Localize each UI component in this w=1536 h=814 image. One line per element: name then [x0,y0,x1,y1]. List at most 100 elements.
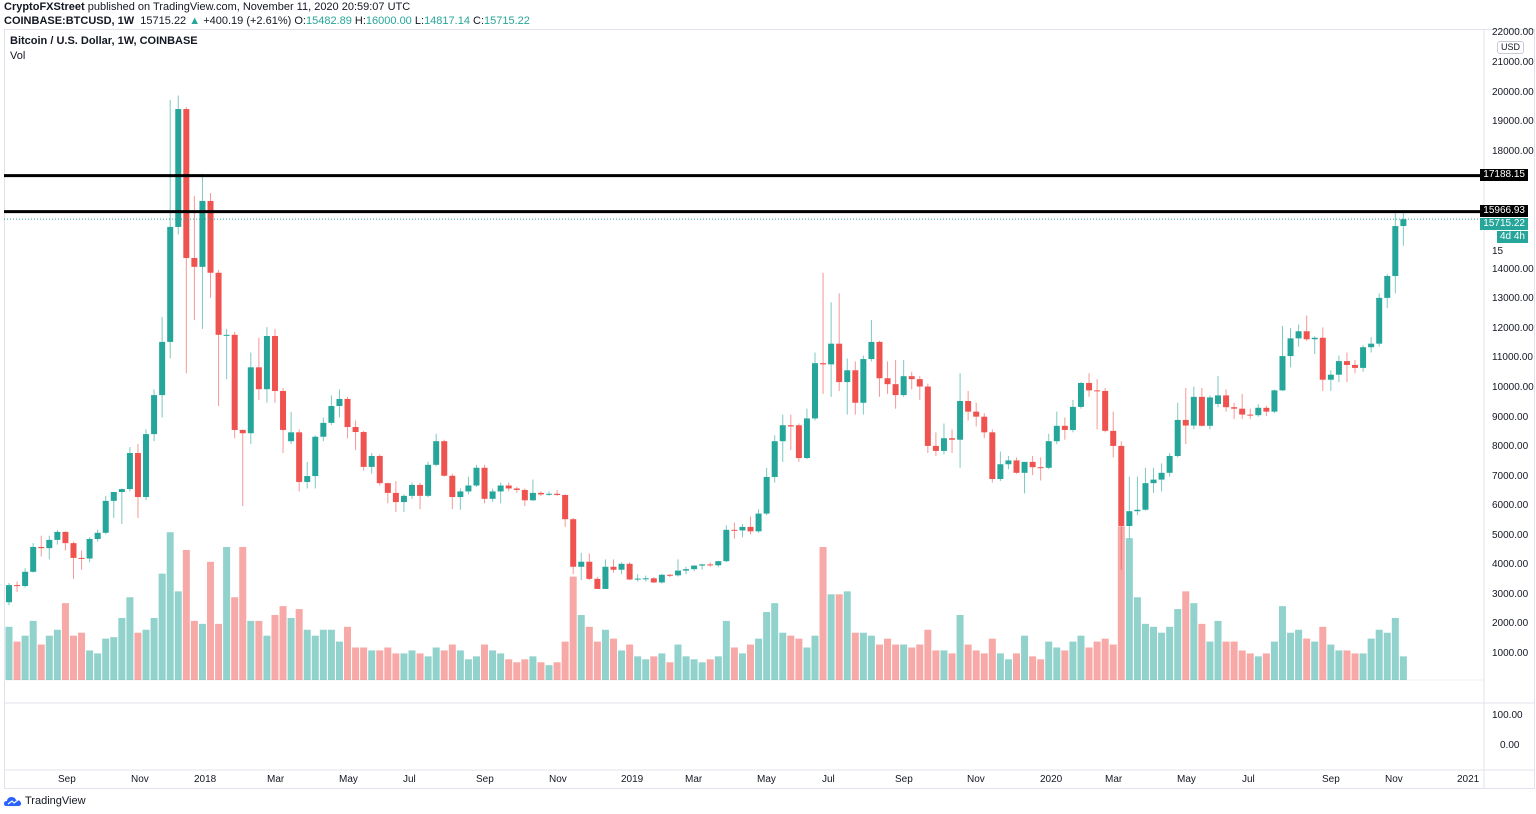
candle-down[interactable] [78,557,85,559]
candle-down[interactable] [1013,460,1020,473]
candle-up[interactable] [320,422,327,437]
candle-down[interactable] [852,370,859,403]
candle-down[interactable] [352,427,359,433]
candle-up[interactable] [22,571,29,586]
candle-up[interactable] [1368,343,1375,348]
candle-up[interactable] [473,467,480,486]
candle-up[interactable] [489,491,496,499]
candle-down[interactable] [1029,461,1036,468]
candle-up[interactable] [1166,455,1173,473]
candle-up[interactable] [1376,297,1383,344]
candle-down[interactable] [949,438,956,440]
candle-up[interactable] [336,398,343,407]
candle-down[interactable] [973,411,980,417]
candle-up[interactable] [118,489,125,493]
candle-down[interactable] [876,341,883,379]
candle-down[interactable] [1263,407,1270,412]
candle-down[interactable] [1198,396,1205,426]
candle-down[interactable] [787,425,794,427]
candle-up[interactable] [1327,374,1334,380]
candle-down[interactable] [747,526,754,532]
candle-up[interactable] [755,513,762,532]
candle-up[interactable] [223,334,230,336]
candle-down[interactable] [1118,445,1125,526]
candle-down[interactable] [1223,395,1230,408]
candle-down[interactable] [481,467,488,499]
candle-up[interactable] [54,531,61,540]
candle-down[interactable] [271,335,278,391]
candle-down[interactable] [62,531,69,544]
candle-up[interactable] [957,401,964,440]
candle-down[interactable] [666,574,673,576]
candle-down[interactable] [392,492,399,503]
candle-up[interactable] [143,434,150,498]
candle-up[interactable] [288,432,295,442]
candle-up[interactable] [683,569,690,571]
candle-down[interactable] [521,489,528,501]
candle-up[interactable] [1271,390,1278,412]
candle-up[interactable] [940,438,947,451]
candle-up[interactable] [1045,441,1052,468]
candle-up[interactable] [110,492,117,501]
candle-down[interactable] [650,578,657,583]
candle-up[interactable] [304,476,311,482]
candle-up[interactable] [425,464,432,496]
candle-up[interactable] [1279,356,1286,391]
candle-down[interactable] [376,455,383,484]
candle-up[interactable] [86,539,93,559]
candle-down[interactable] [449,475,456,498]
candle-down[interactable] [707,564,714,566]
candle-up[interactable] [1384,276,1391,298]
candle-down[interactable] [731,529,738,531]
candle-up[interactable] [860,359,867,403]
candle-up[interactable] [400,495,407,503]
candle-up[interactable] [618,563,625,570]
candle-down[interactable] [795,425,802,459]
candle-up[interactable] [1392,226,1399,277]
candle-up[interactable] [6,585,12,603]
candle-down[interactable] [1094,390,1101,392]
candle-down[interactable] [296,432,303,482]
candle-down[interactable] [1231,407,1238,409]
candle-up[interactable] [1158,472,1165,480]
horizontal-levels[interactable] [4,174,1484,220]
candle-down[interactable] [1037,467,1044,469]
candle-up[interactable] [263,335,270,390]
candle-up[interactable] [1215,395,1221,404]
candle-up[interactable] [1335,361,1342,375]
candle-down[interactable] [239,429,246,434]
candle-up[interactable] [457,491,464,498]
candle-up[interactable] [828,343,835,365]
candle-up[interactable] [1021,461,1028,473]
candle-down[interactable] [1239,408,1246,415]
candle-up[interactable] [1206,397,1213,426]
candle-up[interactable] [779,425,786,442]
candle-up[interactable] [175,109,182,227]
candle-down[interactable] [554,493,561,495]
candle-down[interactable] [965,401,972,412]
candle-down[interactable] [344,398,351,428]
candle-up[interactable] [1126,511,1133,526]
candle-up[interactable] [167,226,174,342]
candle-up[interactable] [1150,479,1157,484]
candle-down[interactable] [280,390,287,430]
candle-down[interactable] [570,519,577,567]
candle-up[interactable] [328,406,335,423]
candle-up[interactable] [1360,347,1367,368]
candle-down[interactable] [884,378,891,385]
candle-down[interactable] [513,488,520,490]
volume-legend[interactable]: Vol [10,50,26,62]
candle-down[interactable] [1352,364,1359,368]
candle-down[interactable] [586,561,593,579]
candle-up[interactable] [497,485,504,492]
candle-down[interactable] [1182,419,1189,426]
candle-up[interactable] [674,570,681,576]
candle-up[interactable] [409,484,415,496]
candle-up[interactable] [30,546,37,572]
candle-down[interactable] [1086,382,1093,391]
candle-up[interactable] [868,341,875,360]
candle-up[interactable] [465,485,472,492]
candle-down[interactable] [924,386,931,446]
candle-up[interactable] [1295,331,1302,339]
